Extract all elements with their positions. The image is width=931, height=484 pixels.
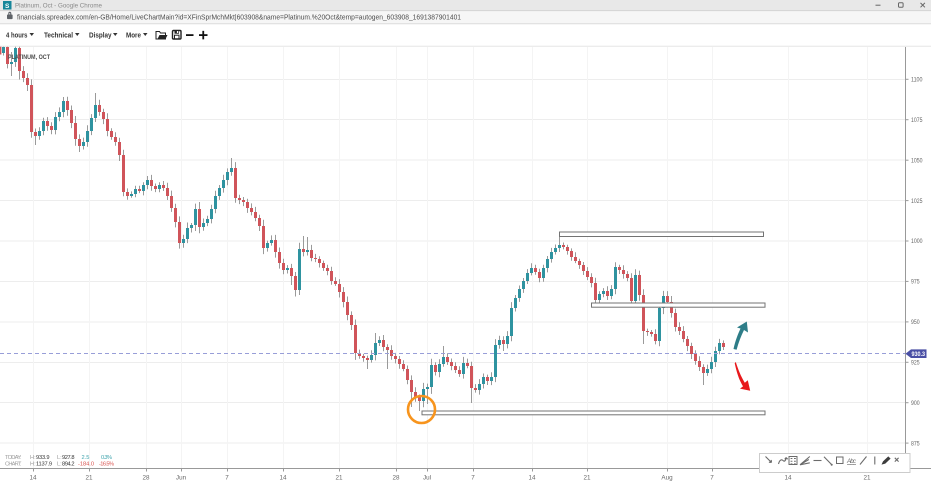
svg-text:7: 7 xyxy=(710,475,714,482)
svg-text:Aug: Aug xyxy=(661,475,673,482)
svg-text:H:: H: xyxy=(30,455,36,461)
svg-text:21: 21 xyxy=(85,475,93,482)
svg-text:2.5: 2.5 xyxy=(82,455,90,461)
svg-text:1050: 1050 xyxy=(911,157,923,164)
svg-text:894.2: 894.2 xyxy=(62,462,75,468)
svg-text:900: 900 xyxy=(911,400,920,407)
svg-text:21: 21 xyxy=(863,475,871,482)
svg-text:Jul: Jul xyxy=(423,475,431,482)
svg-text:L:: L: xyxy=(57,455,62,461)
svg-text:14: 14 xyxy=(528,475,536,482)
svg-text:14: 14 xyxy=(279,475,287,482)
svg-text:950: 950 xyxy=(911,319,920,326)
svg-text:financials.spreadex.com/en-GB/: financials.spreadex.com/en-GB/Home/LiveC… xyxy=(17,15,461,22)
svg-text:4 hours: 4 hours xyxy=(6,30,28,39)
svg-text:S: S xyxy=(5,3,10,10)
svg-text:7: 7 xyxy=(471,475,475,482)
svg-text:PLATINUM, OCT: PLATINUM, OCT xyxy=(8,54,51,61)
svg-text:930.3: 930.3 xyxy=(912,351,926,358)
svg-text:21: 21 xyxy=(335,475,343,482)
svg-text:927.8: 927.8 xyxy=(62,455,75,461)
svg-text:TODAY:: TODAY: xyxy=(5,455,22,461)
svg-text:-184.0: -184.0 xyxy=(78,462,94,468)
svg-text:Display: Display xyxy=(89,30,112,39)
svg-text:H:: H: xyxy=(30,462,36,468)
svg-text:1137.9: 1137.9 xyxy=(36,462,52,468)
svg-text:Abc: Abc xyxy=(846,458,857,465)
svg-text:Platinum, Oct - Google Chrome: Platinum, Oct - Google Chrome xyxy=(15,3,102,10)
svg-text:28: 28 xyxy=(142,475,150,482)
svg-text:-16.5%: -16.5% xyxy=(99,462,114,468)
svg-text:1025: 1025 xyxy=(911,198,923,205)
svg-text:7: 7 xyxy=(225,475,229,482)
svg-text:0.3%: 0.3% xyxy=(101,455,112,461)
svg-text:L:: L: xyxy=(57,462,62,468)
svg-text:14: 14 xyxy=(29,475,37,482)
svg-text:1075: 1075 xyxy=(911,117,923,124)
svg-text:28: 28 xyxy=(392,475,400,482)
svg-text:1100: 1100 xyxy=(911,77,923,84)
svg-text:933.9: 933.9 xyxy=(36,455,50,461)
svg-text:14: 14 xyxy=(784,475,792,482)
svg-text:975: 975 xyxy=(911,279,920,286)
svg-text:Technical: Technical xyxy=(44,30,73,39)
svg-text:More: More xyxy=(126,30,141,39)
svg-text:925: 925 xyxy=(911,360,920,367)
svg-text:1000: 1000 xyxy=(911,238,923,245)
svg-text:CHART:: CHART: xyxy=(5,462,22,468)
svg-text:21: 21 xyxy=(583,475,591,482)
svg-text:Jun: Jun xyxy=(176,475,187,482)
svg-text:875: 875 xyxy=(911,440,920,447)
